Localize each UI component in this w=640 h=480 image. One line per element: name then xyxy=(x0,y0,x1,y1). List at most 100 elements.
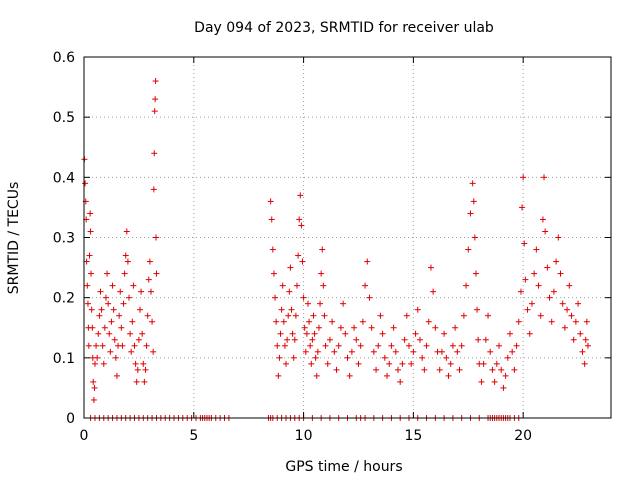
data-point xyxy=(83,258,90,265)
data-point xyxy=(397,378,404,385)
data-point xyxy=(502,372,509,379)
data-point xyxy=(89,324,96,331)
data-point xyxy=(500,384,507,391)
data-point xyxy=(143,342,150,349)
data-point xyxy=(355,360,362,367)
data-point xyxy=(324,360,331,367)
y-tick-label: 0 xyxy=(66,411,75,427)
data-point xyxy=(475,336,482,343)
data-point xyxy=(300,294,307,301)
data-point xyxy=(140,360,147,367)
data-point xyxy=(145,276,152,283)
data-point xyxy=(506,330,513,337)
data-point xyxy=(519,204,526,211)
data-point xyxy=(301,324,308,331)
data-point xyxy=(561,324,568,331)
data-point xyxy=(436,366,443,373)
data-point xyxy=(491,378,498,385)
data-point xyxy=(91,360,98,367)
data-point xyxy=(535,282,542,289)
data-point xyxy=(304,300,311,307)
data-point xyxy=(531,270,538,277)
data-point xyxy=(472,270,479,277)
data-point xyxy=(465,246,472,253)
data-point xyxy=(568,312,575,319)
data-point xyxy=(335,342,342,349)
x-tick-label: 20 xyxy=(514,428,532,444)
data-point xyxy=(517,288,524,295)
data-point xyxy=(88,306,95,313)
data-point xyxy=(88,270,95,277)
data-point xyxy=(362,282,369,289)
data-points xyxy=(81,78,591,421)
data-point xyxy=(104,270,111,277)
data-point xyxy=(456,366,463,373)
x-axis-label: GPS time / hours xyxy=(285,459,402,475)
data-point xyxy=(116,312,123,319)
data-point xyxy=(320,282,327,289)
data-point xyxy=(280,318,287,325)
y-tick-label: 0.5 xyxy=(53,110,75,126)
data-point xyxy=(311,330,318,337)
data-point xyxy=(443,354,450,361)
data-point xyxy=(414,306,421,313)
data-point xyxy=(306,318,313,325)
data-point xyxy=(100,360,107,367)
data-point xyxy=(93,342,100,349)
data-point xyxy=(441,330,448,337)
data-point xyxy=(281,342,288,349)
data-point xyxy=(279,282,286,289)
data-point xyxy=(128,348,135,355)
data-point xyxy=(557,270,564,277)
data-point xyxy=(153,270,160,277)
data-point xyxy=(544,264,551,271)
data-point xyxy=(359,318,366,325)
data-point xyxy=(126,294,133,301)
data-point xyxy=(292,312,299,319)
data-point xyxy=(373,366,380,373)
data-point xyxy=(521,240,528,247)
data-point xyxy=(447,360,454,367)
data-point xyxy=(348,348,355,355)
data-point xyxy=(283,360,290,367)
data-point xyxy=(487,348,494,355)
data-point xyxy=(419,354,426,361)
data-point xyxy=(346,372,353,379)
data-point xyxy=(463,282,470,289)
data-point xyxy=(117,288,124,295)
data-point xyxy=(542,228,549,235)
data-point xyxy=(135,336,142,343)
y-axis-label: SRMTID / TECUs xyxy=(6,182,22,295)
data-point xyxy=(370,348,377,355)
data-point xyxy=(425,318,432,325)
data-point xyxy=(119,342,126,349)
y-tick-label: 0.4 xyxy=(53,170,75,186)
data-point xyxy=(288,306,295,313)
data-point xyxy=(278,306,285,313)
data-point xyxy=(121,270,128,277)
data-point xyxy=(302,348,309,355)
data-point xyxy=(539,216,546,223)
data-point xyxy=(572,318,579,325)
data-point xyxy=(134,366,141,373)
data-point xyxy=(482,336,489,343)
y-tick-label: 0.6 xyxy=(53,50,75,66)
data-point xyxy=(522,276,529,283)
data-point xyxy=(277,330,284,337)
data-point xyxy=(379,330,386,337)
data-point xyxy=(97,288,104,295)
data-point xyxy=(152,96,159,103)
data-point xyxy=(90,378,97,385)
data-point xyxy=(416,336,423,343)
data-point xyxy=(513,342,520,349)
data-point xyxy=(111,336,118,343)
data-point xyxy=(136,306,143,313)
data-point xyxy=(401,336,408,343)
data-point xyxy=(564,306,571,313)
data-point xyxy=(101,324,108,331)
data-point xyxy=(313,372,320,379)
data-point xyxy=(357,342,364,349)
data-point xyxy=(150,348,157,355)
data-point xyxy=(94,354,101,361)
data-point xyxy=(285,312,292,319)
